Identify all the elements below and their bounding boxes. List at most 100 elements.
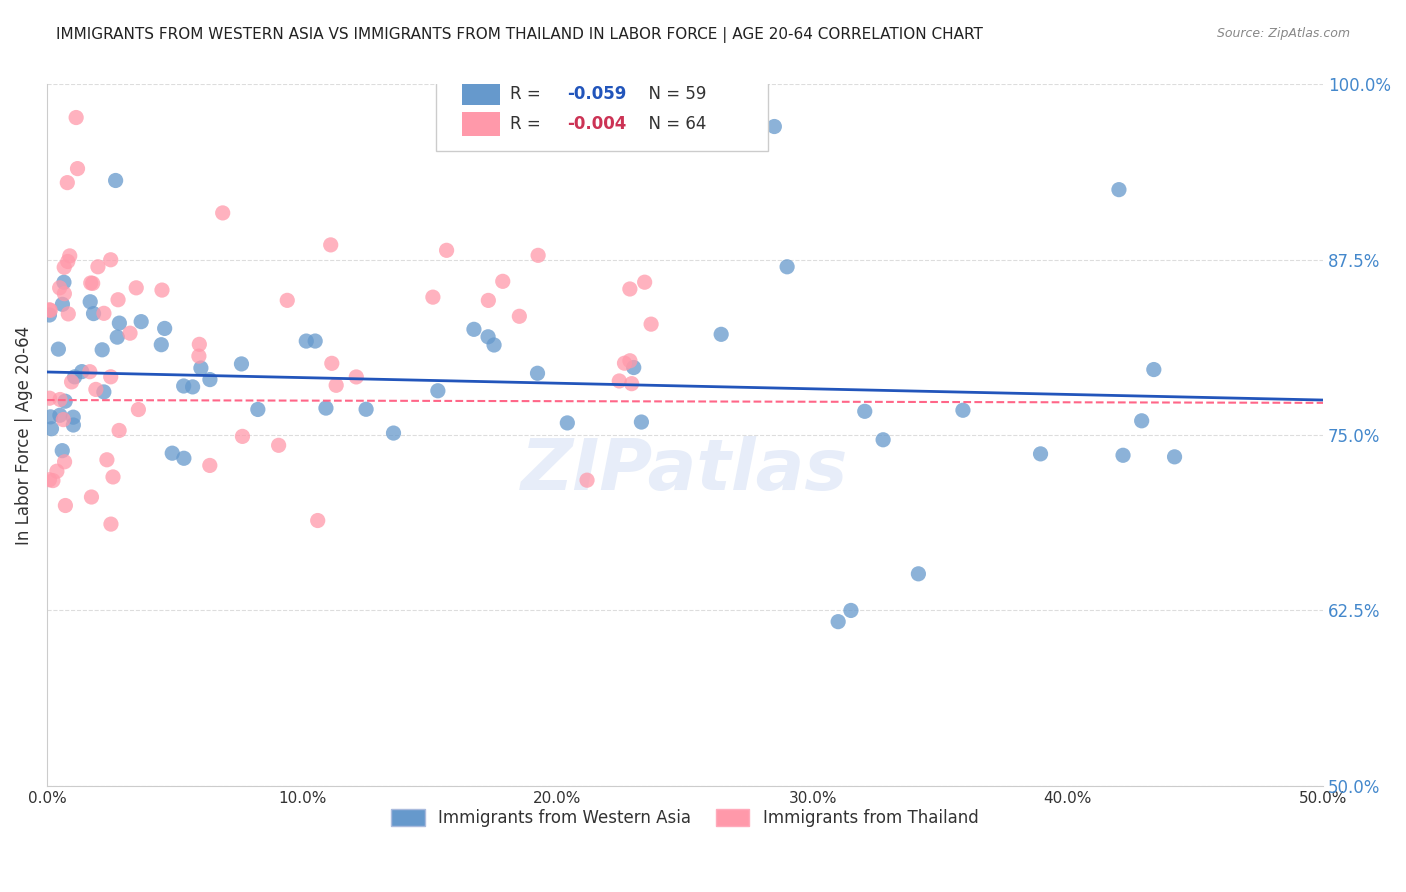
Point — [319, 238, 342, 252]
Point — [776, 260, 799, 274]
Point — [557, 416, 579, 430]
Point — [576, 473, 599, 487]
Point — [382, 426, 405, 441]
Point — [107, 293, 129, 307]
Point — [51, 443, 73, 458]
Point — [181, 380, 204, 394]
Point — [39, 409, 62, 424]
Point — [100, 517, 122, 532]
Point — [53, 455, 76, 469]
Point — [640, 317, 662, 331]
Point — [872, 433, 894, 447]
Point — [55, 499, 77, 513]
Point — [619, 353, 641, 368]
Point — [83, 307, 105, 321]
Point — [710, 327, 733, 342]
FancyBboxPatch shape — [436, 67, 768, 151]
Point — [952, 403, 974, 417]
Point — [38, 308, 60, 322]
Point — [607, 374, 630, 388]
Point — [231, 429, 253, 443]
Point — [52, 275, 75, 289]
Point — [39, 303, 62, 318]
Point — [42, 474, 65, 488]
Point — [48, 281, 70, 295]
Point — [508, 310, 530, 324]
Point — [827, 615, 849, 629]
Text: IMMIGRANTS FROM WESTERN ASIA VS IMMIGRANTS FROM THAILAND IN LABOR FORCE | AGE 20: IMMIGRANTS FROM WESTERN ASIA VS IMMIGRAN… — [56, 27, 983, 43]
Point — [307, 514, 329, 528]
Point — [623, 360, 645, 375]
Point — [619, 282, 641, 296]
Point — [93, 306, 115, 320]
FancyBboxPatch shape — [461, 82, 501, 105]
Point — [65, 111, 87, 125]
FancyBboxPatch shape — [461, 112, 501, 136]
Point — [87, 260, 110, 274]
Point — [1130, 414, 1153, 428]
Point — [1143, 362, 1166, 376]
Point — [1163, 450, 1185, 464]
Point — [62, 417, 84, 432]
Point — [173, 379, 195, 393]
Point — [246, 402, 269, 417]
Point — [150, 337, 173, 351]
Point — [58, 307, 80, 321]
Text: R =: R = — [510, 115, 546, 134]
Point — [321, 356, 343, 370]
Point — [62, 410, 84, 425]
Point — [52, 412, 75, 426]
Point — [108, 424, 131, 438]
Point — [630, 415, 652, 429]
Point — [354, 402, 377, 417]
Point — [108, 316, 131, 330]
Point — [173, 451, 195, 466]
Text: N = 59: N = 59 — [638, 85, 706, 103]
Point — [526, 366, 548, 380]
Point — [59, 249, 82, 263]
Point — [105, 330, 128, 344]
Point — [422, 290, 444, 304]
Point — [150, 283, 173, 297]
Legend: Immigrants from Western Asia, Immigrants from Thailand: Immigrants from Western Asia, Immigrants… — [385, 802, 986, 833]
Point — [127, 402, 149, 417]
Point — [38, 391, 60, 405]
Point — [118, 326, 141, 341]
Point — [763, 120, 786, 134]
Point — [231, 357, 253, 371]
Point — [436, 244, 458, 258]
Point — [477, 330, 499, 344]
Point — [66, 161, 89, 176]
Point — [48, 342, 70, 356]
Point — [211, 206, 233, 220]
Point — [100, 252, 122, 267]
Point — [315, 401, 337, 416]
Point — [633, 275, 655, 289]
Text: R =: R = — [510, 85, 546, 103]
Point — [1112, 448, 1135, 462]
Point — [190, 361, 212, 376]
Point — [153, 321, 176, 335]
Point — [482, 338, 505, 352]
Text: Source: ZipAtlas.com: Source: ZipAtlas.com — [1216, 27, 1350, 40]
Point — [82, 277, 104, 291]
Point — [613, 356, 636, 370]
Point — [276, 293, 298, 308]
Point — [56, 254, 79, 268]
Point — [188, 337, 211, 351]
Point — [93, 384, 115, 399]
Point — [198, 458, 221, 473]
Point — [49, 409, 72, 423]
Point — [53, 286, 76, 301]
Point — [295, 334, 318, 348]
Point — [304, 334, 326, 348]
Text: ZIPatlas: ZIPatlas — [522, 435, 849, 505]
Point — [267, 438, 290, 452]
Point — [853, 404, 876, 418]
Point — [907, 566, 929, 581]
Point — [49, 392, 72, 407]
Point — [53, 394, 76, 409]
Point — [84, 383, 107, 397]
Text: -0.059: -0.059 — [568, 85, 627, 103]
Y-axis label: In Labor Force | Age 20-64: In Labor Force | Age 20-64 — [15, 326, 32, 545]
